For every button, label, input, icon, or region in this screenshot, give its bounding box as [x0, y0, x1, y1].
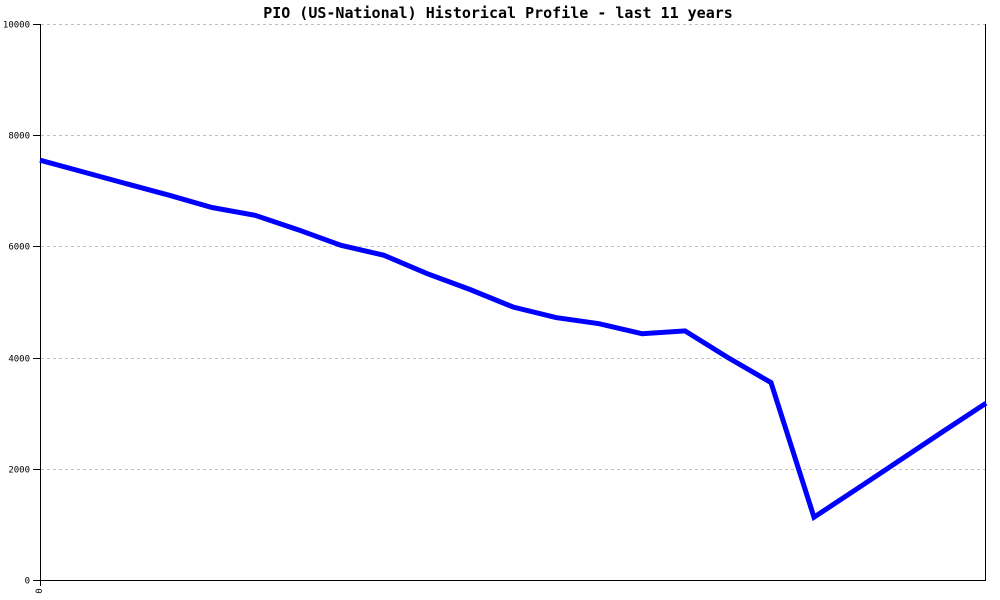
y-tick-label: 8000 [8, 132, 30, 142]
x-tick-label-origin: 0 [35, 588, 45, 593]
y-gridlines [41, 24, 985, 470]
pio-series-line [39, 157, 988, 522]
chart-title: PIO (US-National) Historical Profile - l… [263, 4, 733, 22]
y-tick-marks [33, 24, 41, 581]
y-tick-label: 0 [25, 577, 30, 587]
y-tick-label: 10000 [3, 21, 30, 31]
axes-frame [40, 24, 986, 586]
y-tick-label: 4000 [8, 355, 30, 365]
y-tick-labels: 0 2000 4000 6000 8000 10000 [3, 21, 30, 587]
y-tick-label: 6000 [8, 243, 30, 253]
y-tick-label: 2000 [8, 466, 30, 476]
